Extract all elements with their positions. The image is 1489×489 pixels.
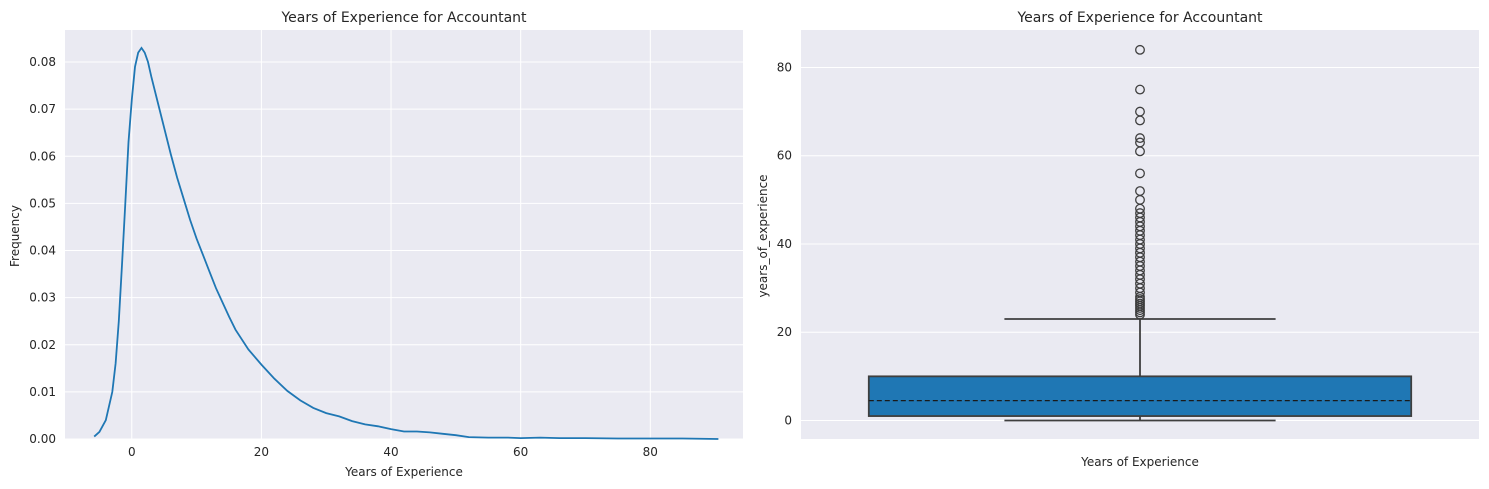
outlier-point xyxy=(1135,84,1145,95)
outlier-point xyxy=(1135,44,1145,55)
kde-y-tick-label: 0.00 xyxy=(29,432,56,446)
outlier-point xyxy=(1135,133,1145,144)
kde-chart-panel: 0 20 40 60 80 0.00 0.01 0.02 0.03 0.04 0.05 0.06 0.0… xyxy=(8,10,743,479)
outlier-point xyxy=(1135,137,1145,148)
boxplot xyxy=(867,44,1413,422)
boxplot-y-tick-label: 60 xyxy=(777,149,792,163)
boxplot-y-tick-label: 0 xyxy=(784,413,792,427)
outlier-point xyxy=(1135,106,1145,117)
kde-y-tick-label: 0.02 xyxy=(29,338,56,352)
kde-y-tick-label: 0.06 xyxy=(29,149,56,163)
kde-x-tick-label: 40 xyxy=(383,445,398,459)
outlier-point xyxy=(1135,208,1145,219)
kde-plot-area xyxy=(65,30,743,439)
kde-gridlines xyxy=(65,30,743,440)
kde-y-tick-label: 0.05 xyxy=(29,196,56,210)
boxplot-chart-panel: 0 20 40 60 80 Years of Experience for Accoun… xyxy=(756,10,1479,469)
kde-tick-labels: 0 20 40 60 80 0.00 0.01 0.02 0.03 0.04 0.05 0.06 0.0… xyxy=(29,55,658,459)
boxplot-y-tick-label: 40 xyxy=(777,237,792,251)
kde-y-tick-label: 0.04 xyxy=(29,244,56,258)
kde-x-axis-label: Years of Experience xyxy=(344,465,463,479)
kde-y-tick-label: 0.07 xyxy=(29,102,56,116)
boxplot-y-axis-label: years_of_experience xyxy=(756,174,770,297)
boxplot-tick-labels: 0 20 40 60 80 xyxy=(777,61,792,428)
kde-x-tick-label: 20 xyxy=(254,445,269,459)
kde-y-tick-label: 0.03 xyxy=(29,291,56,305)
kde-y-axis-label: Frequency xyxy=(8,205,22,267)
kde-y-tick-label: 0.01 xyxy=(29,385,56,399)
boxplot-y-tick-label: 20 xyxy=(777,325,792,339)
boxplot-chart-title: Years of Experience for Accountant xyxy=(1016,10,1263,26)
outlier-point xyxy=(1135,186,1145,196)
kde-y-tick-label: 0.08 xyxy=(29,55,56,69)
kde-chart-title: Years of Experience for Accountant xyxy=(280,10,527,26)
kde-x-tick-label: 60 xyxy=(513,445,528,459)
boxplot-y-tick-label: 80 xyxy=(777,61,792,75)
kde-x-tick-label: 0 xyxy=(128,445,136,459)
outlier-point xyxy=(1135,168,1145,179)
kde-density-line xyxy=(93,46,719,440)
kde-x-tick-label: 80 xyxy=(643,445,658,459)
boxplot-x-axis-label: Years of Experience xyxy=(1080,455,1199,469)
interquartile-box xyxy=(867,375,1413,417)
